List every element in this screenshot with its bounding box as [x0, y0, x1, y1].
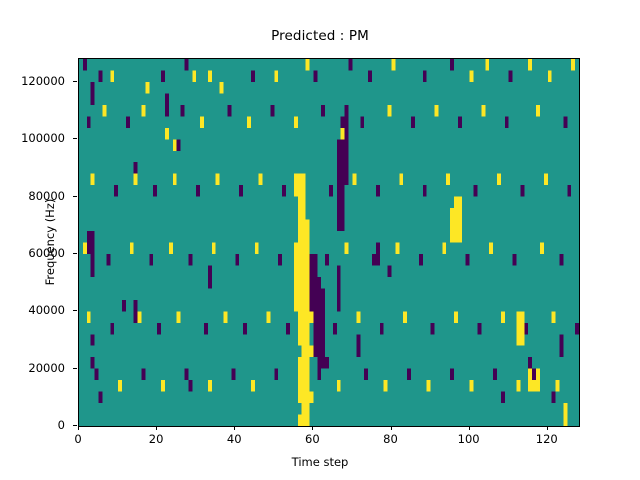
heatmap-axes [78, 58, 580, 427]
y-tick [73, 80, 77, 82]
y-tick-label: 0 [57, 418, 65, 432]
x-tick [78, 426, 79, 430]
x-tick [390, 426, 392, 430]
x-tick [234, 426, 236, 430]
y-tick [73, 425, 77, 426]
y-tick-label: 40000 [28, 303, 65, 318]
x-tick [156, 426, 158, 430]
x-tick-label: 20 [148, 432, 164, 446]
y-tick [73, 367, 77, 369]
x-tick-label: 0 [74, 432, 82, 446]
x-tick [312, 426, 314, 430]
y-tick [73, 310, 77, 312]
y-tick-label: 80000 [28, 188, 65, 203]
y-tick [73, 138, 77, 140]
y-tick [73, 195, 77, 197]
y-tick [73, 252, 77, 254]
x-tick [468, 426, 470, 430]
x-tick-label: 80 [383, 432, 398, 446]
y-tick-label: 100000 [21, 131, 65, 146]
y-tick-label: 120000 [21, 73, 65, 88]
x-tick-label: 100 [457, 432, 480, 446]
heatmap-image [79, 59, 579, 426]
y-tick-label: 20000 [28, 360, 65, 375]
x-axis-label: Time step [291, 455, 349, 469]
x-tick-label: 120 [535, 432, 558, 446]
x-tick-label: 60 [305, 432, 320, 446]
x-tick-label: 40 [226, 432, 242, 446]
y-axis-label: Frequency (Hz) [43, 198, 57, 285]
y-tick-label: 60000 [28, 245, 65, 260]
y-axis-label-wrap: Frequency (Hz) [0, 58, 57, 425]
plot-title: Predicted : PM [271, 28, 369, 44]
x-tick [546, 426, 548, 430]
